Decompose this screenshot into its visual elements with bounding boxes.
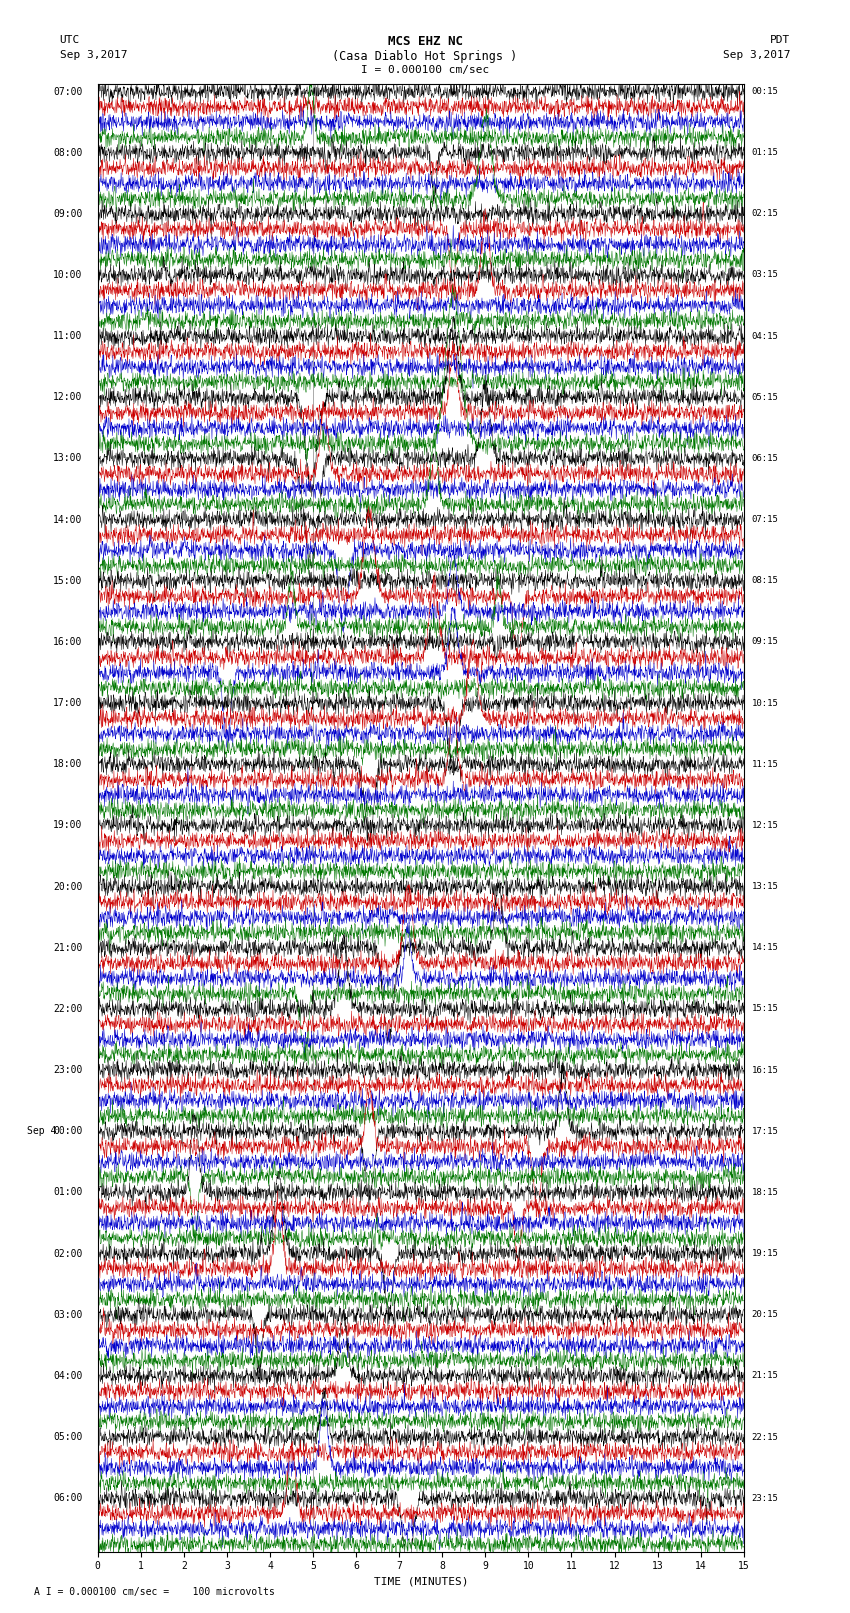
Text: 01:00: 01:00: [54, 1187, 82, 1197]
Text: PDT: PDT: [770, 35, 790, 45]
Text: 14:15: 14:15: [751, 944, 779, 952]
Text: 20:00: 20:00: [54, 882, 82, 892]
Text: 23:15: 23:15: [751, 1494, 779, 1503]
Text: 08:00: 08:00: [54, 148, 82, 158]
Text: 23:00: 23:00: [54, 1065, 82, 1076]
Text: 04:00: 04:00: [54, 1371, 82, 1381]
Text: 21:15: 21:15: [751, 1371, 779, 1381]
Text: 17:15: 17:15: [751, 1127, 779, 1136]
Text: 06:15: 06:15: [751, 453, 779, 463]
Text: 19:00: 19:00: [54, 821, 82, 831]
Text: 10:15: 10:15: [751, 698, 779, 708]
Text: 15:15: 15:15: [751, 1005, 779, 1013]
Text: 07:00: 07:00: [54, 87, 82, 97]
Text: 12:00: 12:00: [54, 392, 82, 402]
Text: Sep 3,2017: Sep 3,2017: [723, 50, 791, 60]
Text: 05:15: 05:15: [751, 394, 779, 402]
Text: 22:15: 22:15: [751, 1432, 779, 1442]
Text: 13:00: 13:00: [54, 453, 82, 463]
Text: 17:00: 17:00: [54, 698, 82, 708]
Text: 00:00: 00:00: [54, 1126, 82, 1136]
Text: 15:00: 15:00: [54, 576, 82, 586]
Text: 22:00: 22:00: [54, 1003, 82, 1015]
Text: 16:00: 16:00: [54, 637, 82, 647]
Text: 01:15: 01:15: [751, 148, 779, 156]
Text: 12:15: 12:15: [751, 821, 779, 831]
Text: 20:15: 20:15: [751, 1310, 779, 1319]
Text: 07:15: 07:15: [751, 515, 779, 524]
Text: 09:15: 09:15: [751, 637, 779, 647]
Text: 18:15: 18:15: [751, 1187, 779, 1197]
Text: 16:15: 16:15: [751, 1066, 779, 1074]
Text: (Casa Diablo Hot Springs ): (Casa Diablo Hot Springs ): [332, 50, 518, 63]
Text: Sep 3,2017: Sep 3,2017: [60, 50, 127, 60]
X-axis label: TIME (MINUTES): TIME (MINUTES): [373, 1578, 468, 1587]
Text: 14:00: 14:00: [54, 515, 82, 524]
Text: 11:00: 11:00: [54, 331, 82, 342]
Text: 03:15: 03:15: [751, 271, 779, 279]
Text: I = 0.000100 cm/sec: I = 0.000100 cm/sec: [361, 65, 489, 74]
Text: 06:00: 06:00: [54, 1494, 82, 1503]
Text: 18:00: 18:00: [54, 760, 82, 769]
Text: 11:15: 11:15: [751, 760, 779, 769]
Text: UTC: UTC: [60, 35, 80, 45]
Text: 03:00: 03:00: [54, 1310, 82, 1319]
Text: 04:15: 04:15: [751, 332, 779, 340]
Text: 08:15: 08:15: [751, 576, 779, 586]
Text: 02:15: 02:15: [751, 210, 779, 218]
Text: 21:00: 21:00: [54, 942, 82, 953]
Text: 19:15: 19:15: [751, 1248, 779, 1258]
Text: Sep 4: Sep 4: [27, 1126, 57, 1136]
Text: 02:00: 02:00: [54, 1248, 82, 1258]
Text: 00:15: 00:15: [751, 87, 779, 97]
Text: 05:00: 05:00: [54, 1432, 82, 1442]
Text: 13:15: 13:15: [751, 882, 779, 890]
Text: 09:00: 09:00: [54, 208, 82, 219]
Text: 10:00: 10:00: [54, 269, 82, 281]
Text: MCS EHZ NC: MCS EHZ NC: [388, 35, 462, 48]
Text: A I = 0.000100 cm/sec =    100 microvolts: A I = 0.000100 cm/sec = 100 microvolts: [34, 1587, 275, 1597]
